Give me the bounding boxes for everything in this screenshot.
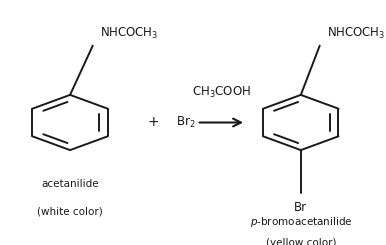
Text: NHCOCH$_3$: NHCOCH$_3$ xyxy=(100,26,159,41)
Text: (white color): (white color) xyxy=(37,206,103,216)
Text: acetanilide: acetanilide xyxy=(41,179,99,189)
Text: Br: Br xyxy=(294,200,307,214)
Text: CH$_3$COOH: CH$_3$COOH xyxy=(192,85,251,100)
Text: +: + xyxy=(147,115,159,130)
Text: $p$-bromoacetanilide: $p$-bromoacetanilide xyxy=(249,215,352,229)
Text: (yellow color): (yellow color) xyxy=(266,238,336,245)
Text: Br$_2$: Br$_2$ xyxy=(176,115,195,130)
Text: NHCOCH$_3$: NHCOCH$_3$ xyxy=(327,26,386,41)
